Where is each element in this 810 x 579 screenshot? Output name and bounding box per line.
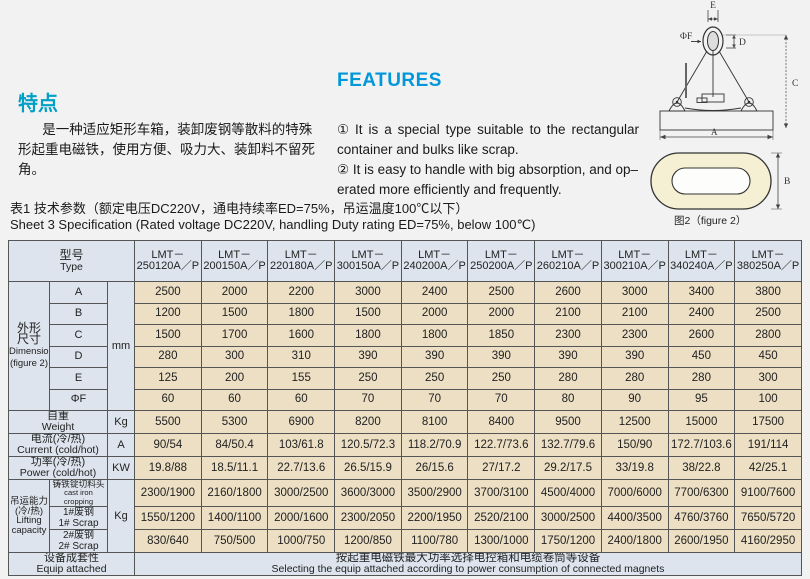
svg-text:B: B: [784, 177, 790, 187]
svg-text:A: A: [711, 127, 718, 137]
svg-text:ΦF: ΦF: [680, 32, 692, 42]
svg-text:图2（figure 2）: 图2（figure 2）: [674, 215, 746, 227]
svg-text:D: D: [739, 38, 746, 48]
svg-text:C: C: [792, 79, 798, 89]
svg-text:E: E: [710, 1, 716, 11]
